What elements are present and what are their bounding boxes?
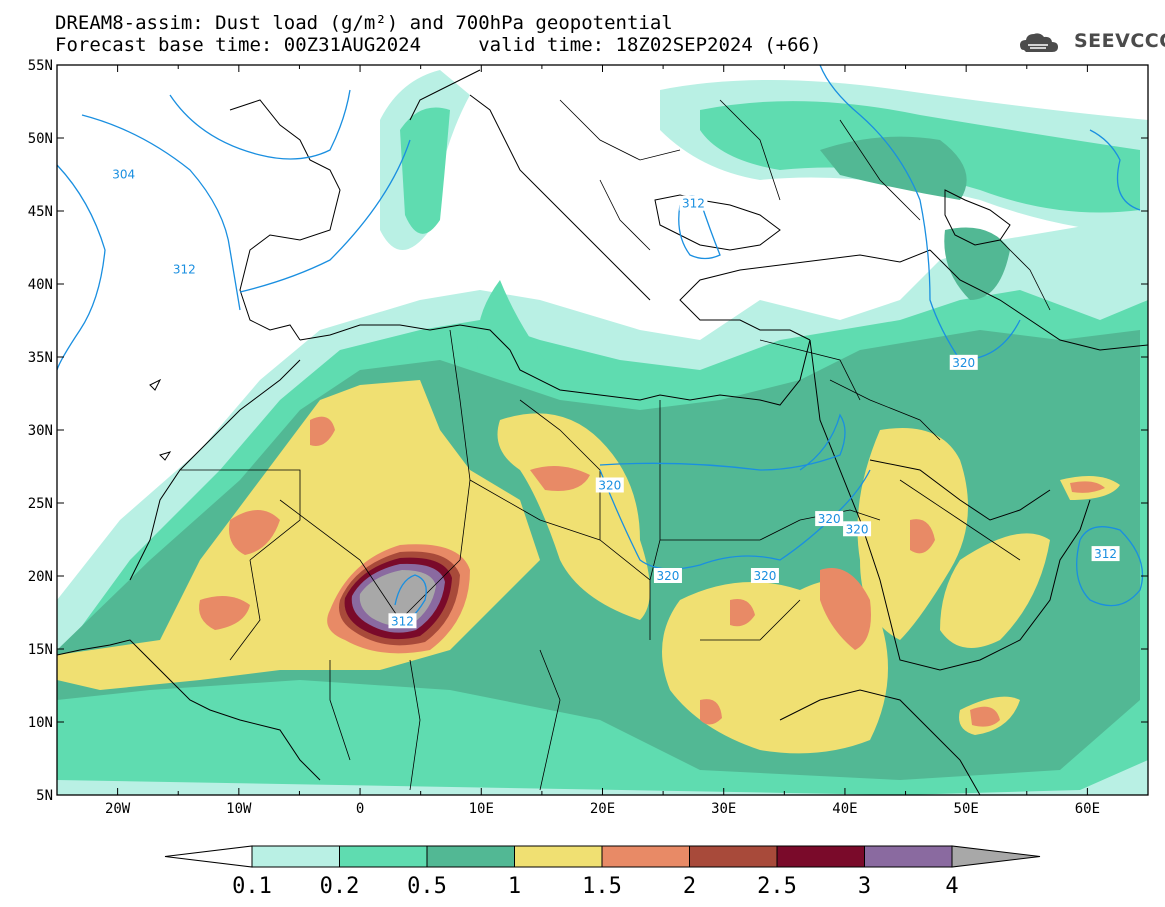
contour-label: 312	[173, 262, 196, 276]
colorbar-segment	[426, 845, 515, 868]
colorbar-label: 1.5	[582, 874, 622, 899]
colorbar-label: 2.5	[757, 874, 797, 899]
colorbar-label: 1	[508, 874, 521, 899]
colorbar-label: 0.5	[407, 874, 447, 899]
lat-label: 35N	[28, 350, 53, 366]
lon-label: 20W	[105, 801, 131, 817]
logo-text: SEEVCCC	[1074, 30, 1165, 52]
contour-label-bg	[843, 521, 872, 537]
contour-label: 304	[112, 168, 135, 182]
contour-label: 312	[391, 614, 414, 628]
lat-label: 5N	[36, 788, 53, 804]
lat-label: 20N	[28, 569, 53, 585]
lon-label: 20E	[590, 801, 615, 817]
colorbar-extend-low	[164, 845, 253, 868]
colorbar-segment	[251, 845, 340, 868]
lat-label: 40N	[28, 277, 53, 293]
colorbar-segment	[514, 845, 603, 868]
colorbar-segment	[689, 845, 778, 868]
lat-label: 45N	[28, 204, 53, 220]
contour-label-bg	[170, 261, 199, 277]
colorbar-label: 0.2	[320, 874, 360, 899]
lat-label: 10N	[28, 715, 53, 731]
colorbar-segment	[864, 845, 953, 868]
coastlines	[57, 69, 1148, 795]
colorbar-extend-high	[951, 845, 1041, 868]
lon-label: 30E	[711, 801, 736, 817]
lon-label: 40E	[832, 801, 857, 817]
colorbar-label: 4	[945, 874, 958, 899]
lat-label: 15N	[28, 642, 53, 658]
contour-label: 320	[753, 569, 776, 583]
contour-label: 320	[952, 356, 975, 370]
colorbar-segment	[776, 845, 865, 868]
map-area	[57, 65, 1148, 795]
lon-label: 0	[356, 801, 364, 817]
contour-label-bg	[653, 568, 682, 583]
lat-label: 50N	[28, 131, 53, 147]
contour-label-bg	[595, 477, 624, 493]
contour-label: 320	[598, 478, 621, 492]
contour-label: 312	[682, 197, 705, 211]
contour-label-bg	[109, 166, 138, 182]
contour-label-bg	[815, 511, 844, 527]
contour-label-bg	[1091, 546, 1120, 562]
contour-label: 320	[846, 522, 869, 536]
colorbar-label: 0.1	[232, 874, 272, 899]
contour-label-bg	[679, 195, 708, 211]
colorbar-segment	[339, 845, 428, 868]
forecast-time-subtitle: Forecast base time: 00Z31AUG2024 valid t…	[55, 34, 822, 56]
contour-label: 312	[1094, 547, 1117, 561]
contour-label-bg	[388, 613, 417, 629]
colorbar-label: 2	[683, 874, 696, 899]
colorbar-label: 3	[858, 874, 871, 899]
chart-title: DREAM8-assim: Dust load (g/m²) and 700hP…	[55, 12, 673, 34]
contour-labels: 304 312 312 320 320 320 320 320 320 312 312	[109, 166, 1120, 629]
contour-label: 320	[657, 569, 680, 583]
contour-label-bg	[949, 354, 978, 370]
lat-label: 55N	[28, 58, 53, 74]
geopotential-contours	[57, 65, 1144, 626]
colorbar: 0.1 0.2 0.5 1 1.5 2 2.5 3 4	[164, 845, 1041, 899]
map-axes: 55N 50N 45N 40N 35N 30N 25N 20N 15N 10N 5N 20W 10W 0 1…	[28, 58, 1149, 817]
lon-label: 50E	[954, 801, 979, 817]
lat-label: 30N	[28, 423, 53, 439]
lat-label: 25N	[28, 496, 53, 512]
lon-label: 60E	[1075, 801, 1100, 817]
cloud-icon	[1020, 33, 1058, 52]
colorbar-segment	[601, 845, 690, 868]
contour-label-bg	[750, 568, 779, 583]
contour-label: 320	[818, 512, 841, 526]
lon-label: 10E	[469, 801, 494, 817]
lon-label: 10W	[226, 801, 252, 817]
